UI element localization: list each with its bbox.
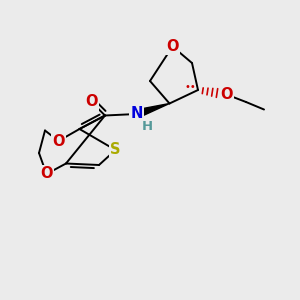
Text: O: O — [220, 87, 233, 102]
Text: N: N — [130, 106, 143, 122]
Text: O: O — [85, 94, 98, 110]
Text: O: O — [40, 167, 53, 182]
Text: ••: •• — [184, 82, 196, 92]
Text: H: H — [141, 119, 153, 133]
Polygon shape — [135, 103, 170, 118]
Text: S: S — [110, 142, 121, 158]
Text: O: O — [52, 134, 65, 148]
Text: O: O — [166, 39, 179, 54]
